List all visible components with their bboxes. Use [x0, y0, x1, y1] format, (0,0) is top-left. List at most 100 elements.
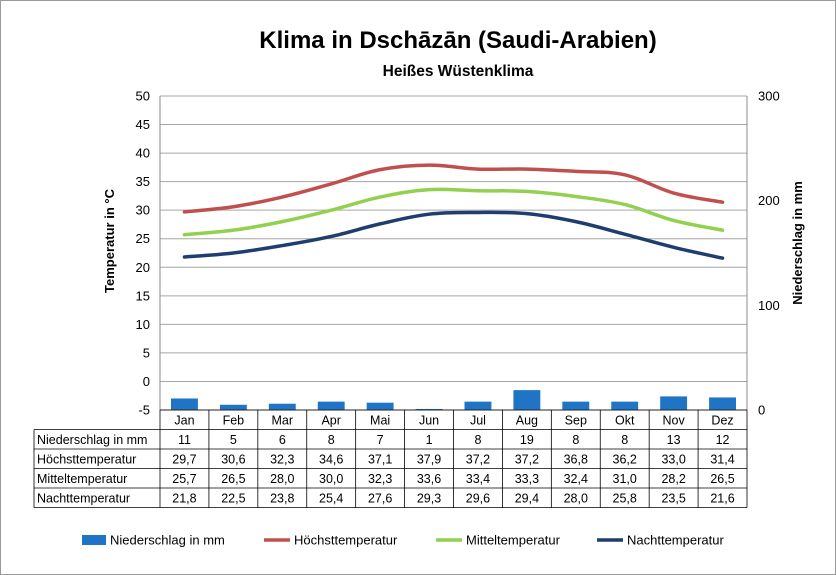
precipitation-bar-mai — [366, 402, 394, 410]
legend-label-h-chsttemperatur: Höchsttemperatur — [294, 533, 398, 548]
y-right-tick-label: 300 — [758, 89, 780, 104]
table-cell: 27,6 — [368, 491, 392, 505]
table-cell: 28,0 — [564, 491, 588, 505]
precipitation-bar-sep — [562, 401, 590, 410]
table-cell: 36,2 — [613, 452, 637, 466]
x-tick-label-jul: Jul — [470, 413, 486, 427]
table-cell: 5 — [230, 433, 237, 447]
precipitation-bar-jul — [464, 401, 492, 410]
y-tick-label: 5 — [143, 345, 150, 360]
y-tick-label: 50 — [136, 89, 150, 104]
x-tick-label-apr: Apr — [321, 413, 340, 427]
table-cell: 28,2 — [661, 472, 685, 486]
table-cell: 33,4 — [466, 472, 490, 486]
precipitation-bar-jun — [415, 408, 443, 410]
table-cell: 22,5 — [221, 491, 245, 505]
series-line-nachttemperatur — [182, 210, 725, 260]
table-cell: 34,6 — [319, 452, 343, 466]
y-tick-label: -5 — [138, 403, 150, 418]
table-cell: 6 — [279, 433, 286, 447]
table-cell: 33,3 — [515, 472, 539, 486]
table-row-header: Nachttemperatur — [37, 491, 130, 505]
series-line-mitteltemperatur — [182, 187, 725, 237]
table-cell: 23,5 — [661, 491, 685, 505]
y-right-tick-label: 0 — [758, 403, 765, 418]
y-axis-title: Temperatur in °C — [102, 188, 117, 293]
y-tick-label: 45 — [136, 117, 150, 132]
y-tick-label: 20 — [136, 260, 150, 275]
x-tick-label-sep: Sep — [565, 413, 587, 427]
temperature-lines — [182, 163, 725, 260]
table-cell: 32,3 — [270, 452, 294, 466]
legend-label-mitteltemperatur: Mitteltemperatur — [466, 533, 561, 548]
table-cell: 29,3 — [417, 491, 441, 505]
y-tick-label: 35 — [136, 174, 150, 189]
x-tick-label-nov: Nov — [663, 413, 686, 427]
table-cell: 21,8 — [172, 491, 196, 505]
table-cell: 23,8 — [270, 491, 294, 505]
y-tick-label: 40 — [136, 146, 150, 161]
legend-swatch-niederschlag-in-mm — [82, 535, 106, 545]
table-row-header: Höchsttemperatur — [37, 452, 136, 466]
table-cell: 12 — [716, 433, 730, 447]
precipitation-bar-feb — [219, 404, 247, 410]
legend: Niederschlag in mm Höchsttemperatur Mittel… — [82, 533, 724, 548]
table-row-header: Niederschlag in mm — [37, 433, 147, 447]
x-tick-label-dez: Dez — [711, 413, 733, 427]
precipitation-bar-dez — [709, 397, 736, 410]
table-cell: 28,0 — [270, 472, 294, 486]
table-cell: 37,1 — [368, 452, 392, 466]
table-cell: 26,5 — [221, 472, 245, 486]
table-cell: 25,7 — [172, 472, 196, 486]
precipitation-bar-mar — [268, 403, 296, 410]
data-table: Jan Feb Mar Apr Mai Jun Jul Aug Sep Okt Nov Dez Nied… — [33, 409, 748, 508]
table-cell: 26,5 — [710, 472, 734, 486]
table-cell: 37,2 — [515, 452, 539, 466]
table-cell: 11 — [178, 433, 191, 447]
series-line-h-chsttemperatur — [182, 163, 725, 214]
table-cell: 31,0 — [613, 472, 637, 486]
gridlines — [160, 95, 747, 382]
chart-subtitle: Heißes Wüstenklima — [383, 63, 534, 80]
precipitation-bar-jan — [171, 398, 198, 410]
y-right-axis-title: Niederschlag in mm — [790, 181, 805, 305]
legend-label-niederschlag-in-mm: Niederschlag in mm — [110, 533, 225, 548]
table-cell: 37,9 — [417, 452, 441, 466]
x-tick-label-feb: Feb — [223, 413, 245, 427]
table-cell: 30,6 — [221, 452, 245, 466]
legend-label-nachttemperatur: Nachttemperatur — [627, 533, 724, 548]
table-cell: 29,7 — [172, 452, 196, 466]
y-right-tick-label: 200 — [758, 193, 780, 208]
x-tick-label-mai: Mai — [370, 413, 390, 427]
x-tick-label-jun: Jun — [419, 413, 439, 427]
y-tick-label: 25 — [136, 231, 150, 246]
x-tick-label-aug: Aug — [516, 413, 538, 427]
table-cell: 32,4 — [564, 472, 588, 486]
table-cell: 19 — [520, 433, 534, 447]
table-cell: 33,0 — [661, 452, 685, 466]
y-right-tick-label: 100 — [758, 298, 780, 313]
table-cell: 32,3 — [368, 472, 392, 486]
table-cell: 31,4 — [710, 452, 734, 466]
table-cell: 8 — [621, 433, 628, 447]
precipitation-bar-nov — [660, 396, 688, 410]
y-tick-label: 15 — [136, 288, 150, 303]
table-cell: 29,6 — [466, 491, 490, 505]
y-tick-label: 30 — [136, 203, 150, 218]
table-cell: 36,8 — [564, 452, 588, 466]
x-tick-label-mar: Mar — [272, 413, 294, 427]
table-cell: 7 — [377, 433, 384, 447]
table-cell: 33,6 — [417, 472, 441, 486]
table-cell: 8 — [572, 433, 579, 447]
precipitation-bar-okt — [611, 401, 639, 410]
x-tick-label-jan: Jan — [174, 413, 194, 427]
table-cell: 37,2 — [466, 452, 490, 466]
chart-title: Klima in Dschāzān (Saudi-Arabien) — [259, 27, 656, 54]
table-row-header: Mitteltemperatur — [37, 472, 127, 486]
x-tick-label-okt: Okt — [615, 413, 635, 427]
table-cell: 8 — [328, 433, 335, 447]
y-tick-label: 10 — [136, 317, 150, 332]
table-cell: 21,6 — [710, 491, 734, 505]
table-cell: 30,0 — [319, 472, 343, 486]
